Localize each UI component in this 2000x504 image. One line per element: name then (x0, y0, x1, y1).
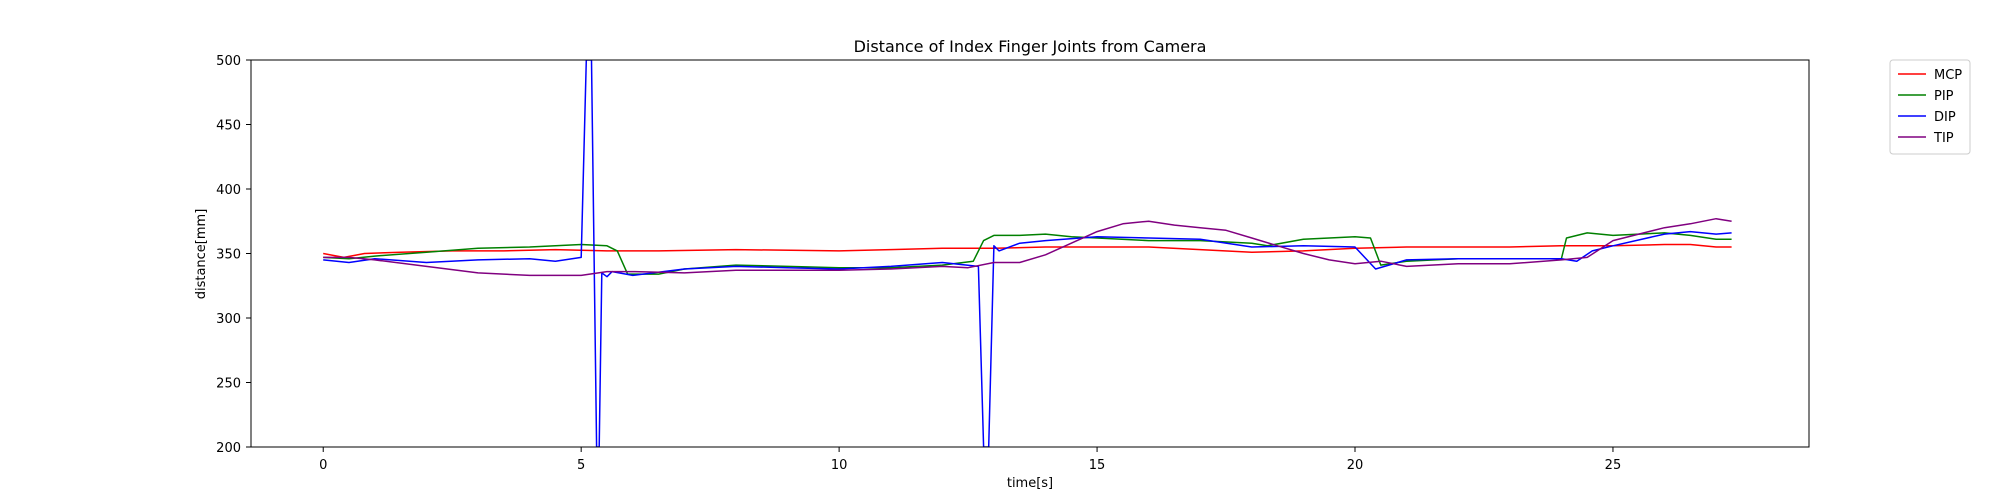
y-tick-label: 350 (216, 248, 241, 263)
x-tick-label: 20 (1347, 458, 1364, 473)
y-tick-label: 250 (216, 377, 241, 392)
series-line-tip (323, 217, 1732, 277)
x-tick-label: 10 (831, 458, 848, 473)
y-tick-label: 500 (216, 54, 241, 69)
plot-frame (250, 59, 1810, 448)
x-tick-label: 15 (1089, 458, 1106, 473)
legend: MCP PIP DIP TIP (1889, 59, 1971, 155)
legend-label-dip: DIP (1934, 110, 1956, 125)
y-tick-label: 450 (216, 119, 241, 134)
y-axis-label: distance[mm] (194, 209, 209, 300)
x-tick-label: 5 (577, 458, 585, 473)
chart-title: Distance of Index Finger Joints from Cam… (854, 37, 1207, 56)
legend-label-tip: TIP (1933, 131, 1954, 146)
series-line-dip (323, 60, 1732, 447)
y-tick-label: 300 (216, 312, 241, 327)
x-tick-label: 0 (319, 458, 327, 473)
x-tick-label: 25 (1605, 458, 1622, 473)
y-tick-label: 200 (216, 441, 241, 456)
legend-label-mcp: MCP (1934, 68, 1962, 83)
series-line-mcp (323, 243, 1732, 259)
series-line-pip (323, 232, 1732, 275)
legend-label-pip: PIP (1934, 89, 1954, 104)
x-axis-label: time[s] (1007, 476, 1053, 491)
y-tick-label: 400 (216, 183, 241, 198)
legend-box (1889, 59, 1971, 155)
